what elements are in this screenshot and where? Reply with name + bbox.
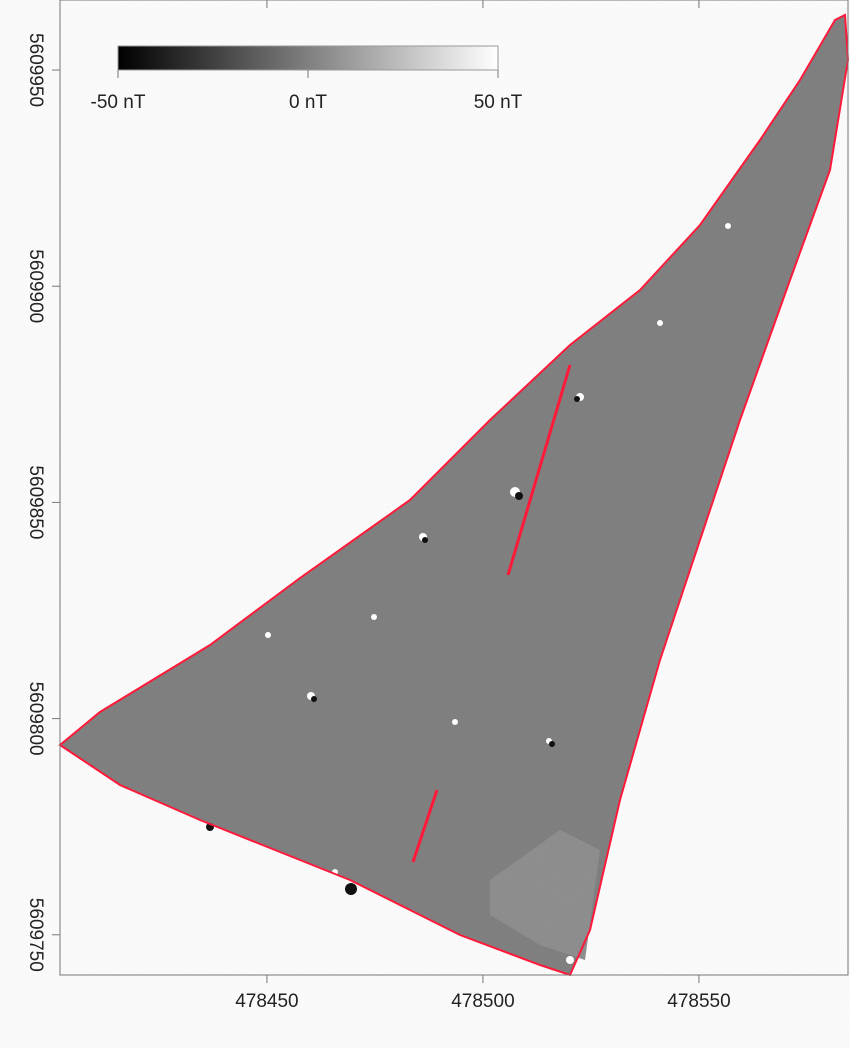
y-tick-label: 5609850 — [25, 465, 46, 539]
y-tick-label: 5609950 — [25, 33, 46, 107]
y-tick-label: 5609750 — [25, 898, 46, 972]
colorbar-label: 0 nT — [289, 92, 327, 113]
y-tick-label: 5609800 — [25, 682, 46, 756]
y-tick-label: 5609900 — [25, 249, 46, 323]
x-tick-label: 478550 — [667, 991, 730, 1012]
colorbar-label: 50 nT — [474, 92, 523, 113]
x-tick-label: 478450 — [235, 991, 298, 1012]
map: 478450 478500 478550 5609750 5609800 5609850 5… — [0, 0, 850, 1048]
colorbar — [118, 46, 498, 70]
colorbar-label: -50 nT — [91, 92, 146, 113]
survey-area — [60, 15, 848, 975]
x-tick-label: 478500 — [451, 991, 514, 1012]
